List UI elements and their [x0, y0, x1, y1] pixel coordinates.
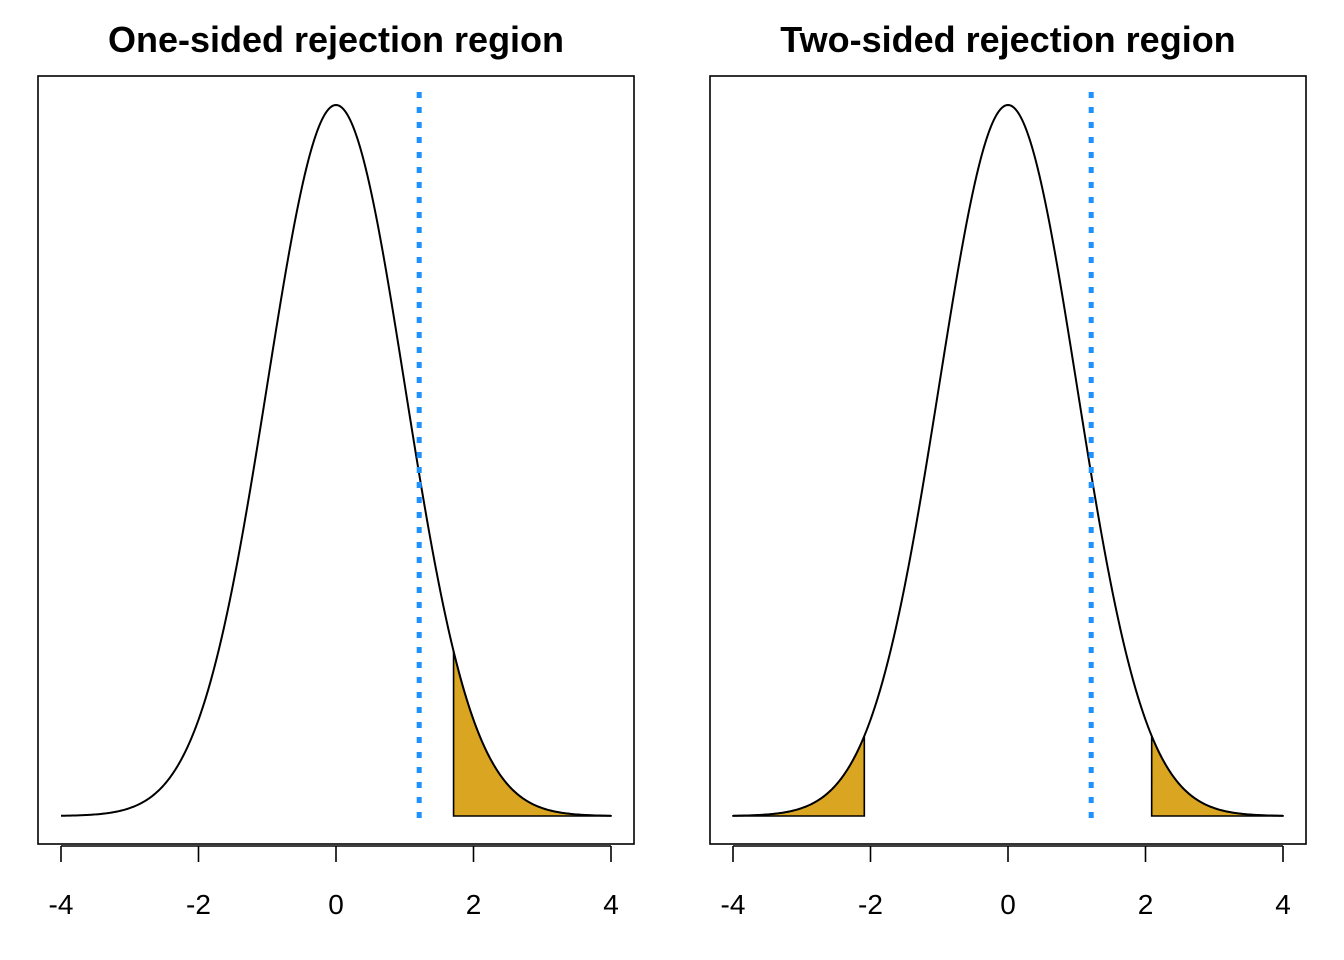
x-tick-label: -2 [186, 889, 211, 920]
x-tick-label: 2 [1138, 889, 1154, 920]
panel-one-sided: One-sided rejection region -4 -2 0 2 4 [37, 19, 635, 920]
x-tick-label: 0 [328, 889, 344, 920]
x-tick-label: 4 [1275, 889, 1291, 920]
plot-area: -4 -2 0 2 4 [49, 92, 619, 920]
chart-title: One-sided rejection region [108, 19, 564, 60]
x-tick-label: -4 [49, 889, 74, 920]
x-tick-label: 0 [1000, 889, 1016, 920]
x-tick-label: 2 [466, 889, 482, 920]
plot-frame [709, 75, 1307, 845]
rejection-region [1150, 735, 1284, 817]
panel-two-sided: Two-sided rejection region -4 -2 0 2 4 [709, 19, 1307, 920]
x-tick-label: -4 [721, 889, 746, 920]
x-tick-label: -2 [858, 889, 883, 920]
density-curve [732, 103, 1284, 817]
rejection-region [452, 651, 612, 817]
x-tick-label: 4 [603, 889, 619, 920]
plot-area: -4 -2 0 2 4 [721, 92, 1291, 920]
density-curve [60, 103, 612, 817]
rejection-region [732, 735, 866, 817]
plot-frame [37, 75, 635, 845]
chart-title: Two-sided rejection region [780, 19, 1235, 60]
